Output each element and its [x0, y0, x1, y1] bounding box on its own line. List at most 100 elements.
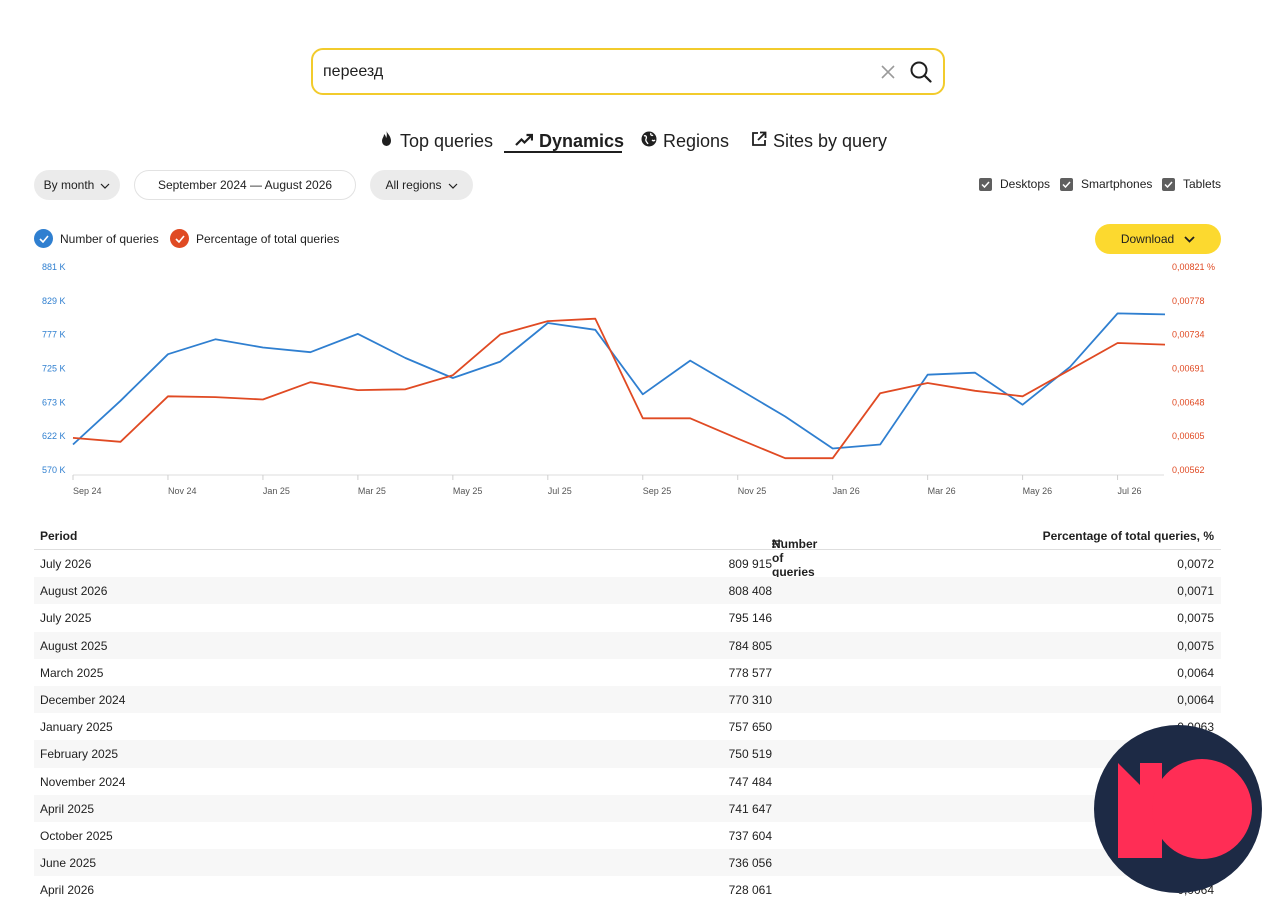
region-label: All regions — [385, 178, 442, 192]
x-tick-label: Jan 25 — [263, 486, 290, 496]
x-tick-label: Sep 25 — [643, 486, 672, 496]
y-right-tick-label: 0,00562 — [1172, 465, 1205, 475]
brand-logo-watermark — [1094, 725, 1262, 893]
tab-regions-label: Regions — [663, 130, 730, 151]
x-tick-label: Jul 25 — [548, 486, 572, 496]
x-tick-label: Mar 25 — [358, 486, 386, 496]
tab-sites-by-query-label: Sites by query — [773, 130, 888, 151]
search-input[interactable] — [323, 58, 863, 85]
date-range-picker[interactable]: September 2024 — August 2026 — [134, 170, 356, 200]
search-icon[interactable] — [909, 60, 933, 84]
grouping-select[interactable]: By month — [34, 170, 120, 200]
table-row: December 2024 770 310 0,0064 — [34, 685, 1221, 714]
y-right-tick-label: 0,00648 — [1172, 397, 1205, 407]
legend-percentage-toggle[interactable]: Percentage of total queries — [170, 229, 339, 248]
header-percentage[interactable]: Percentage of total queries, % — [1042, 529, 1214, 543]
cell-period: July 2026 — [40, 557, 92, 571]
x-tick-label: May 26 — [1023, 486, 1053, 496]
x-tick-label: Jan 26 — [833, 486, 860, 496]
cell-percentage: 0,0071 — [1177, 584, 1214, 599]
tab-top-queries[interactable]: Top queries — [379, 128, 493, 154]
table-row: March 2025 778 577 0,0064 — [34, 659, 1221, 686]
table-row: July 2025 795 146 0,0075 — [34, 604, 1221, 631]
checkbox-checked-icon — [1060, 177, 1073, 191]
y-right-tick-label: 0,00821 % — [1172, 262, 1215, 272]
header-period[interactable]: Period — [40, 529, 78, 543]
smartphones-checkbox[interactable]: Smartphones — [1060, 177, 1152, 191]
trend-up-icon — [515, 131, 534, 152]
cell-percentage: 0,0064 — [1177, 665, 1214, 680]
grouping-label: By month — [43, 178, 95, 192]
check-icon — [170, 229, 189, 248]
checkbox-checked-icon — [979, 177, 992, 191]
globe-icon — [641, 131, 657, 152]
cell-number-of-queries: 808 408 — [728, 584, 772, 599]
cell-percentage: 0,0075 — [1177, 638, 1214, 653]
x-tick-label: Nov 24 — [168, 486, 197, 496]
region-select[interactable]: All regions — [370, 170, 473, 200]
cell-number-of-queries: 784 805 — [728, 638, 772, 653]
cell-number-of-queries: 750 519 — [728, 747, 772, 762]
desktops-label: Desktops — [1000, 177, 1051, 191]
table-row: July 2026 809 915 0,0072 — [34, 550, 1221, 577]
legend-queries-toggle[interactable]: Number of queries — [34, 229, 159, 248]
y-right-tick-label: 0,00691 — [1172, 364, 1205, 374]
cell-number-of-queries: 737 604 — [728, 828, 772, 843]
header-number-of-queries-label: Number of queries — [772, 537, 818, 579]
cell-period: January 2025 — [40, 720, 113, 735]
cell-number-of-queries: 747 484 — [728, 774, 772, 789]
checkbox-checked-icon — [1162, 177, 1175, 191]
cell-number-of-queries: 778 577 — [728, 665, 772, 680]
y-right-tick-label: 0,00778 — [1172, 296, 1205, 306]
y-left-tick-label: 622 K — [42, 431, 66, 441]
y-right-tick-label: 0,00605 — [1172, 431, 1205, 441]
cell-period: August 2026 — [40, 584, 108, 599]
legend-percentage-label: Percentage of total queries — [196, 231, 340, 246]
percentage-series-line — [72, 317, 1166, 460]
y-left-tick-label: 777 K — [42, 330, 66, 340]
search-box[interactable] — [311, 48, 945, 95]
external-link-icon — [751, 131, 767, 152]
x-tick-label: Mar 26 — [928, 486, 956, 496]
chevron-down-icon — [448, 178, 458, 192]
queries-series-line — [72, 312, 1166, 450]
table-header: Period Number of queries Percentage of t… — [34, 521, 1221, 579]
tab-dynamics-label: Dynamics — [539, 130, 625, 151]
clear-icon[interactable] — [878, 62, 898, 82]
chevron-down-icon — [1184, 232, 1195, 246]
tab-sites-by-query[interactable]: Sites by query — [751, 128, 887, 154]
table-row: August 2025 784 805 0,0075 — [34, 631, 1221, 659]
cell-period: December 2024 — [40, 692, 126, 707]
cell-period: July 2025 — [40, 611, 92, 626]
tab-dynamics[interactable]: Dynamics — [515, 128, 624, 154]
dynamics-line-chart: 570 K 622 K 673 K 725 K 777 K 829 K 881 K 0,005… — [42, 262, 1215, 496]
tab-regions[interactable]: Regions — [641, 128, 729, 154]
cell-period: April 2025 — [40, 801, 95, 816]
check-icon — [34, 229, 53, 248]
cell-period: November 2024 — [40, 774, 126, 789]
cell-number-of-queries: 757 650 — [728, 720, 772, 735]
x-tick-label: May 25 — [453, 486, 483, 496]
x-tick-label: Nov 25 — [738, 486, 767, 496]
cell-percentage: 0,0072 — [1177, 557, 1214, 571]
cell-period: April 2026 — [40, 883, 95, 898]
y-left-tick-label: 829 K — [42, 296, 66, 306]
cell-number-of-queries: 728 061 — [728, 883, 772, 898]
y-left-tick-label: 570 K — [42, 465, 66, 475]
download-button[interactable]: Download — [1095, 224, 1221, 254]
tab-top-queries-label: Top queries — [400, 130, 494, 151]
cell-number-of-queries: 741 647 — [728, 801, 772, 816]
download-label: Download — [1120, 232, 1175, 246]
table-body: July 2026 809 915 0,0072 August 2026 808 408… — [34, 550, 1221, 903]
tablets-checkbox[interactable]: Tablets — [1162, 177, 1221, 191]
smartphones-label: Smartphones — [1081, 177, 1153, 191]
sort-icon — [772, 537, 782, 551]
desktops-checkbox[interactable]: Desktops — [979, 177, 1050, 191]
cell-number-of-queries: 795 146 — [728, 611, 772, 626]
